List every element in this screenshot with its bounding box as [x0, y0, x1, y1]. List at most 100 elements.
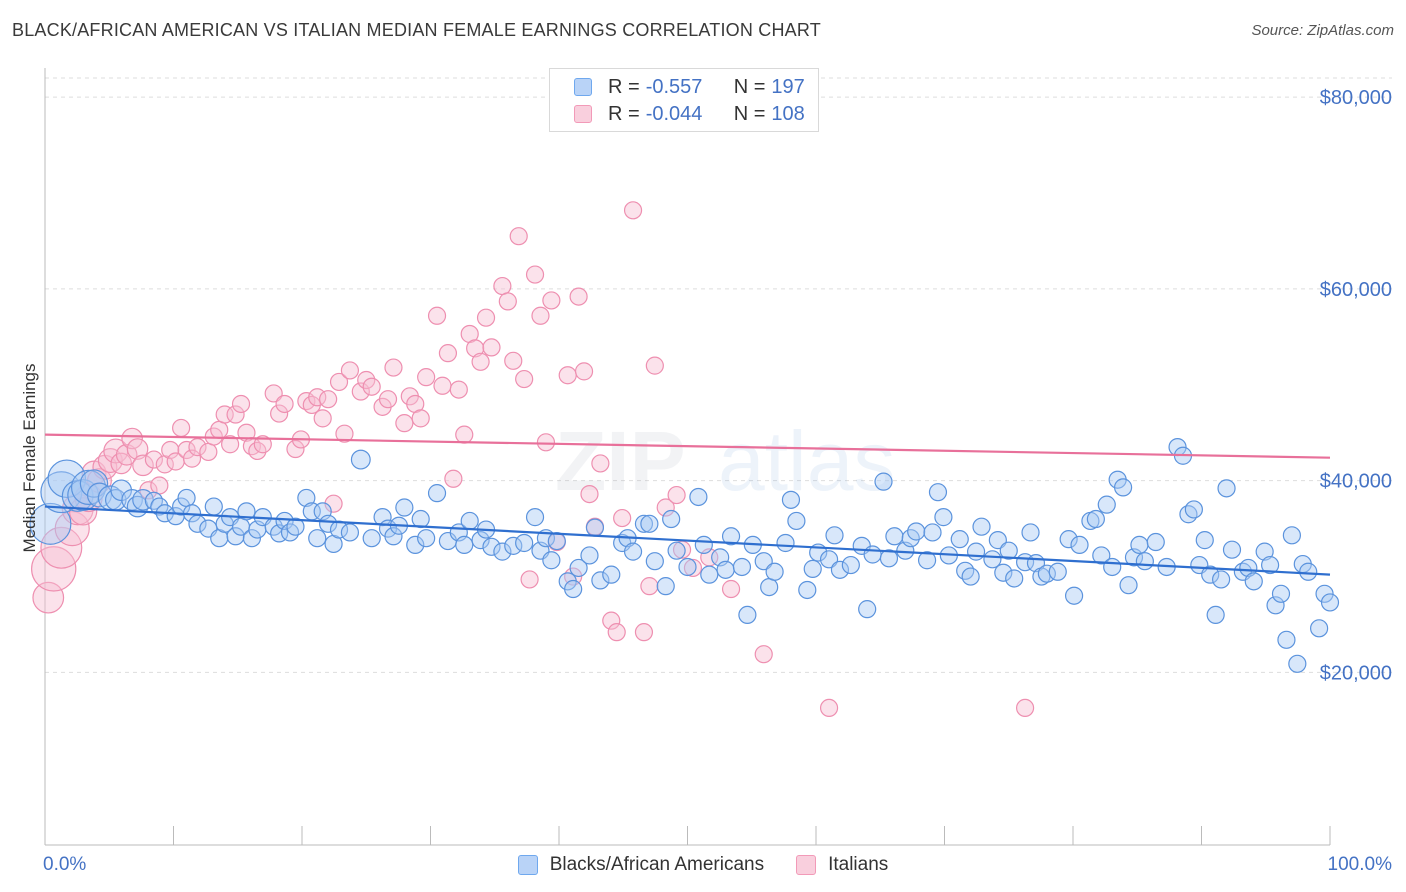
blacks-point: [1086, 509, 1105, 529]
blacks-point: [858, 600, 877, 619]
blacks-point: [350, 449, 371, 470]
gridlines: [45, 77, 1392, 673]
italians-point: [215, 405, 234, 424]
y-tick-label: $80,000: [1320, 87, 1392, 109]
blacks-point: [471, 531, 490, 550]
blacks-point: [1103, 557, 1122, 577]
blacks-point: [1261, 555, 1280, 575]
blacks-point: [694, 535, 713, 555]
blacks-point: [798, 580, 817, 600]
blacks-point: [640, 514, 659, 533]
italians-point: [607, 623, 626, 642]
blacks-point: [308, 529, 327, 548]
italians-point: [613, 508, 632, 528]
blacks-point: [1179, 505, 1198, 524]
italians-point: [449, 380, 468, 399]
blacks-point: [297, 488, 316, 508]
blacks-point: [585, 518, 605, 537]
legend-row-blacks: R = -0.557 N = 197: [550, 74, 805, 100]
blacks-point: [204, 497, 223, 516]
blacks-point: [411, 509, 430, 529]
blacks-point: [1130, 535, 1149, 555]
blacks-point: [1277, 630, 1296, 649]
italians-point: [54, 511, 90, 547]
blacks-point: [1310, 619, 1329, 638]
italians-point: [438, 344, 458, 363]
italians-point: [253, 435, 272, 454]
blacks-point: [950, 530, 969, 549]
blacks-point: [1201, 565, 1220, 584]
blacks-point: [542, 551, 561, 570]
italians-point: [683, 558, 703, 578]
italians-point: [574, 362, 594, 381]
blacks-point: [656, 577, 675, 596]
blacks-point: [417, 529, 436, 548]
blacks-point: [667, 541, 686, 560]
blacks-point: [1021, 523, 1040, 542]
italians-point: [319, 390, 338, 409]
italians-point: [378, 390, 398, 409]
correlation-legend: R = -0.557 N = 197 R = -0.044 N = 108: [549, 68, 819, 132]
italians-point: [226, 405, 245, 424]
blacks-point: [760, 577, 779, 597]
italians-point: [634, 623, 654, 642]
y-tick-label: $20,000: [1320, 662, 1392, 684]
axes: [44, 68, 1331, 846]
italians-point: [411, 409, 430, 428]
legend-item-blacks: Blacks/African Americans: [517, 854, 764, 876]
blacks-point: [645, 552, 664, 571]
blacks-point: [319, 514, 338, 533]
italians-points: [31, 201, 1035, 717]
italians-point: [395, 414, 414, 433]
italians-point: [161, 440, 180, 460]
blacks-point: [721, 527, 741, 546]
x-tick-label: 100.0%: [1328, 854, 1393, 875]
blacks-point: [1222, 540, 1242, 559]
blacks-point: [678, 557, 697, 577]
blacks-point: [787, 511, 806, 531]
y-axis-label: Median Female Earnings: [20, 364, 39, 553]
blacks-point: [634, 514, 654, 533]
italians-point: [466, 339, 485, 358]
italians-point: [515, 369, 534, 389]
italians-point: [221, 435, 240, 454]
blacks-point: [1184, 500, 1203, 519]
blacks-point: [177, 488, 196, 508]
blacks-point: [1048, 562, 1067, 581]
italians-point: [498, 292, 517, 311]
blacks-point: [1135, 552, 1154, 571]
blacks-point: [237, 502, 256, 521]
italians-point: [231, 394, 251, 414]
italians-point: [640, 577, 659, 596]
blacks-point: [716, 560, 735, 579]
blacks-point: [591, 571, 610, 590]
blacks-point: [1032, 567, 1051, 586]
italians-point: [384, 358, 403, 377]
italians-point: [32, 581, 65, 614]
blacks-point: [623, 542, 643, 561]
blacks-point: [1217, 479, 1236, 498]
legend-r-label: R =: [608, 75, 640, 98]
blacks-point: [172, 497, 191, 516]
blacks-point: [362, 529, 381, 548]
italians-point: [493, 276, 512, 296]
italians-point: [645, 356, 664, 375]
blacks-point: [803, 559, 822, 578]
italians-point: [199, 442, 218, 462]
italians-point: [172, 418, 191, 438]
blacks-point: [493, 542, 512, 561]
italians-point: [275, 394, 294, 414]
italians-point: [188, 438, 207, 457]
italians-point: [525, 265, 545, 284]
blacks-point: [1070, 535, 1089, 555]
legend-swatch-blue: [574, 78, 592, 96]
blacks-point: [406, 535, 425, 555]
blacks-point: [988, 531, 1007, 550]
legend-r-value: -0.044: [645, 102, 703, 125]
blacks-point: [1239, 558, 1258, 578]
blacks-point: [754, 552, 773, 571]
blacks-point: [972, 517, 991, 536]
legend-r-value: -0.557: [645, 75, 703, 98]
blacks-point: [1320, 593, 1340, 612]
italians-point: [417, 368, 436, 387]
